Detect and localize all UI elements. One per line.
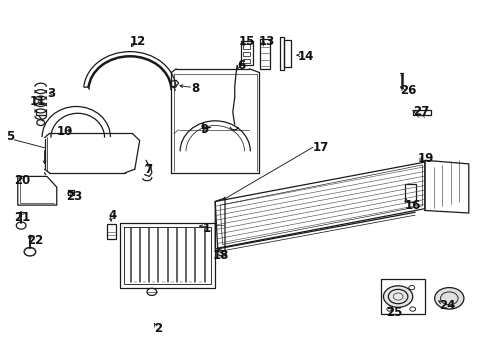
Text: 10: 10 [57,125,73,138]
Text: 4: 4 [108,210,116,222]
Text: 14: 14 [298,50,314,63]
Circle shape [383,286,412,307]
Text: 24: 24 [439,299,455,312]
Text: 8: 8 [190,82,199,95]
Bar [242,44,250,49]
Bar [283,40,290,67]
Text: 16: 16 [404,199,420,212]
Text: 5: 5 [6,130,15,144]
Text: 12: 12 [130,35,146,49]
Text: 13: 13 [259,35,275,49]
Text: 20: 20 [14,174,31,186]
Text: 11: 11 [30,95,46,108]
Text: 23: 23 [66,190,82,203]
Bar [260,40,269,69]
Text: 3: 3 [47,87,55,100]
Text: 1: 1 [203,222,211,235]
Text: 19: 19 [417,152,433,165]
Bar [242,59,250,63]
Circle shape [147,288,157,296]
Text: 15: 15 [238,35,255,49]
Text: 25: 25 [385,306,402,319]
Bar [240,41,252,65]
Bar [380,279,424,315]
Text: 21: 21 [14,211,31,224]
Bar [242,51,250,56]
Text: 2: 2 [154,322,162,335]
Bar [405,184,415,202]
Text: 27: 27 [412,105,428,118]
Text: 22: 22 [27,234,43,247]
Text: 26: 26 [400,84,416,97]
Text: 17: 17 [312,141,328,154]
Text: 9: 9 [200,123,208,136]
Bar [279,37,283,69]
Text: 18: 18 [212,249,229,262]
Circle shape [434,288,463,309]
Text: 6: 6 [237,59,245,72]
Text: 7: 7 [144,163,152,176]
Bar [107,224,116,239]
